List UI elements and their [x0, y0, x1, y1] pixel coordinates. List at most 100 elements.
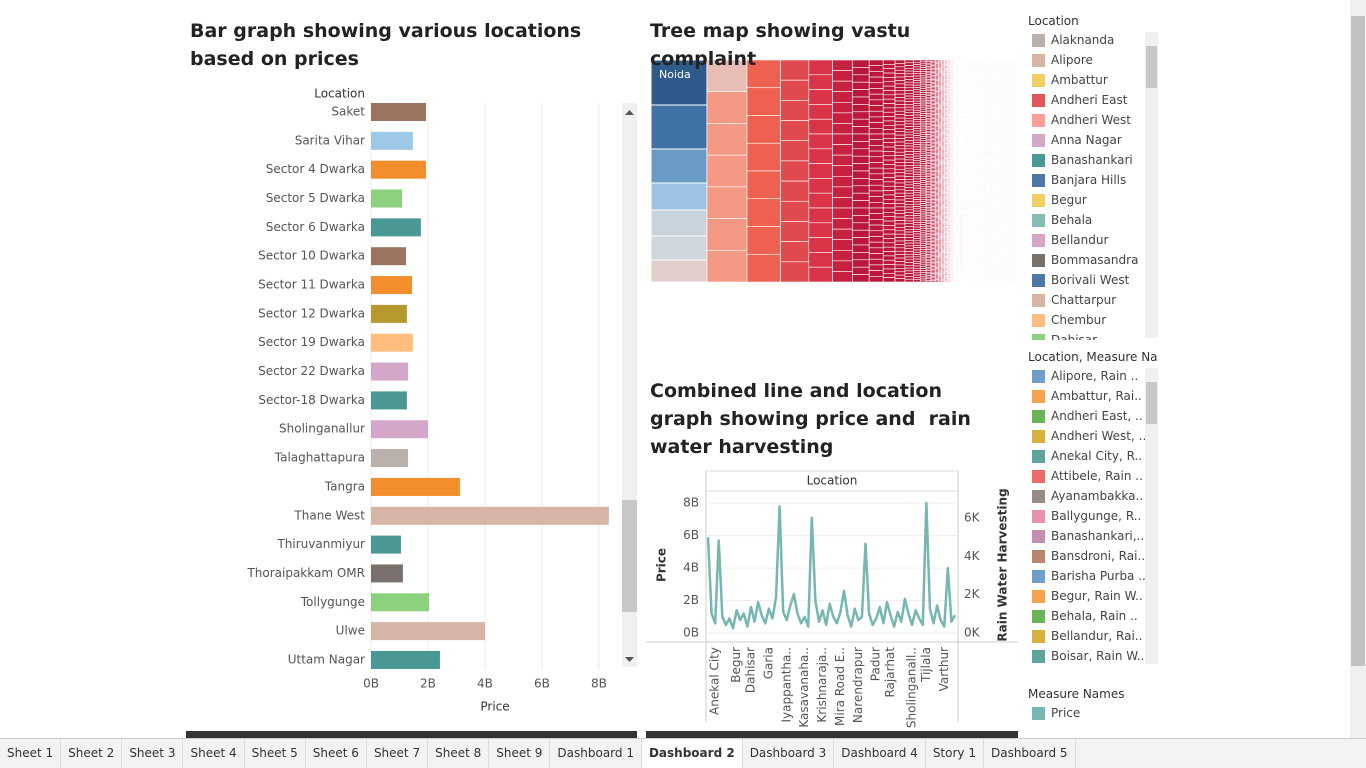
treemap-cell — [781, 201, 809, 221]
treemap-cell — [913, 142, 920, 144]
treemap-cell — [809, 90, 833, 105]
treemap-cell — [869, 191, 883, 197]
treemap-cell — [883, 256, 895, 260]
treemap-cell — [913, 106, 920, 108]
treemap-cell — [905, 254, 913, 257]
treemap-cell — [913, 275, 920, 277]
y-tick-label: Sector 5 Dwarka — [266, 191, 365, 205]
treemap-cell — [913, 124, 920, 126]
bar — [371, 132, 413, 150]
treemap-cell — [895, 176, 905, 179]
treemap-cell — [905, 143, 913, 146]
treemap-cell — [869, 100, 883, 106]
treemap-cell — [913, 92, 920, 94]
treemap-cell — [913, 255, 920, 257]
treemap-cell — [869, 185, 883, 191]
treemap-cell — [905, 85, 913, 88]
treemap-cell — [883, 182, 895, 186]
treemap-cell — [883, 125, 895, 129]
treemap-cell — [913, 154, 920, 156]
bar — [371, 334, 413, 352]
treemap-cell — [707, 123, 747, 155]
treemap-cell — [833, 134, 853, 145]
bar-scroll-thumb[interactable] — [622, 500, 637, 612]
treemap-cell — [833, 81, 853, 92]
treemap-cell — [852, 104, 869, 111]
page-scroll-thumb[interactable] — [1351, 16, 1365, 666]
treemap-cell — [833, 113, 853, 124]
treemap-cell — [869, 271, 883, 277]
treemap-cell — [913, 250, 920, 252]
treemap-cell — [833, 145, 853, 156]
treemap-cell — [913, 225, 920, 227]
treemap-cell — [852, 245, 869, 252]
treemap-cell — [913, 172, 920, 174]
treemap-cell — [895, 190, 905, 193]
treemap-cell — [895, 77, 905, 80]
treemap-cell — [913, 268, 920, 270]
bar — [371, 391, 407, 409]
treemap-cell — [913, 113, 920, 115]
treemap-cell — [852, 112, 869, 119]
treemap-cell — [651, 105, 707, 149]
treemap-cell — [905, 260, 913, 263]
treemap-cell — [905, 88, 913, 91]
treemap-cell — [913, 241, 920, 243]
treemap-cell — [883, 234, 895, 238]
treemap-cell — [809, 149, 833, 164]
treemap-cell — [869, 168, 883, 174]
treemap-cell — [913, 236, 920, 238]
treemap-cell — [931, 281, 935, 282]
treemap-cell — [883, 134, 895, 138]
treemap-cell — [895, 248, 905, 251]
treemap-cell — [954, 281, 957, 282]
treemap-cell — [895, 87, 905, 90]
treemap-cell — [905, 202, 913, 205]
treemap-cell — [883, 156, 895, 160]
treemap-cell — [869, 202, 883, 208]
treemap-cell — [852, 215, 869, 222]
treemap-cell — [939, 281, 942, 282]
treemap-cell — [852, 208, 869, 215]
treemap-cell — [781, 80, 809, 100]
treemap-cell — [905, 129, 913, 132]
treemap-cell — [905, 188, 913, 191]
treemap-cell — [913, 133, 920, 135]
treemap-cell — [913, 120, 920, 122]
treemap-cell — [913, 99, 920, 101]
treemap-cell — [895, 173, 905, 176]
treemap-cell — [869, 128, 883, 134]
treemap-cell — [883, 265, 895, 269]
treemap-cell — [895, 121, 905, 124]
treemap-cell — [913, 273, 920, 275]
treemap-cell — [913, 97, 920, 99]
treemap-cell — [883, 143, 895, 147]
treemap-cell — [913, 90, 920, 92]
treemap-cell — [883, 82, 895, 86]
treemap-cell — [905, 174, 913, 177]
treemap-cell — [905, 124, 913, 127]
treemap-cell — [905, 240, 913, 243]
treemap-cell — [905, 79, 913, 82]
treemap-cell — [913, 129, 920, 131]
treemap-cell — [913, 94, 920, 96]
bar — [371, 305, 407, 323]
treemap-cell — [833, 123, 853, 134]
treemap-cell — [913, 156, 920, 158]
treemap-cell — [883, 212, 895, 216]
treemap-cell — [883, 121, 895, 125]
treemap-cell — [913, 170, 920, 172]
treemap-cell — [869, 123, 883, 129]
treemap-cell — [895, 279, 905, 282]
bar — [371, 449, 408, 467]
treemap-cell — [852, 267, 869, 274]
treemap-cell — [852, 252, 869, 259]
treemap-cell — [905, 168, 913, 171]
treemap-cell — [926, 280, 931, 282]
treemap-cell — [651, 236, 707, 260]
treemap-cell — [913, 264, 920, 266]
treemap-cell — [895, 207, 905, 210]
bar — [371, 190, 402, 208]
treemap-cell — [869, 111, 883, 117]
treemap-cell — [913, 108, 920, 110]
